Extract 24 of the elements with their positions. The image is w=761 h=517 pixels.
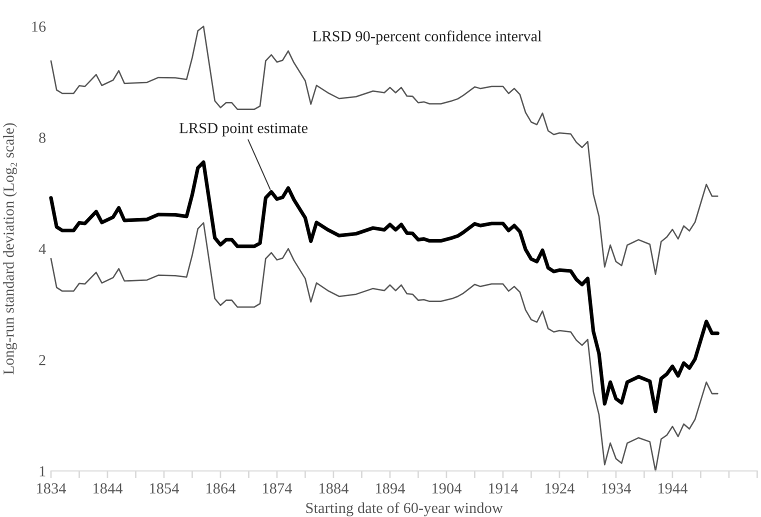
x-tick-label: 1894 (376, 483, 406, 494)
x-tick-label: 1944 (658, 483, 688, 494)
x-axis-title: Starting date of 60-year window (306, 502, 503, 516)
y-axis-title: Long-run standard deviation (Log₂ scale) (3, 123, 17, 374)
line-series (50, 222, 718, 472)
y-tick-label: 16 (32, 22, 46, 32)
annotation: LRSD 90-percent confidence interval (312, 30, 542, 44)
x-tick-label: 1844 (94, 483, 123, 494)
y-tick-label: 2 (39, 355, 46, 366)
line-series (49, 160, 720, 414)
y-tick-label: 1 (40, 466, 46, 476)
annotation: LRSD point estimate (179, 122, 308, 136)
y-tick-label: 4 (38, 244, 46, 254)
x-tick-label: 1874 (263, 483, 292, 494)
x-tick-label: 1834 (37, 483, 66, 494)
x-tick-label: 1924 (546, 483, 574, 494)
x-tick-label: 1854 (150, 483, 180, 494)
line-series (50, 26, 718, 275)
x-tick-label: 1864 (206, 483, 236, 494)
x-tick-label: 1884 (320, 483, 349, 494)
x-tick-label: 1934 (602, 483, 631, 494)
x-tick-label: 1904 (432, 483, 462, 494)
y-tick-label: 8 (39, 132, 46, 143)
x-tick-label: 1914 (489, 483, 518, 494)
